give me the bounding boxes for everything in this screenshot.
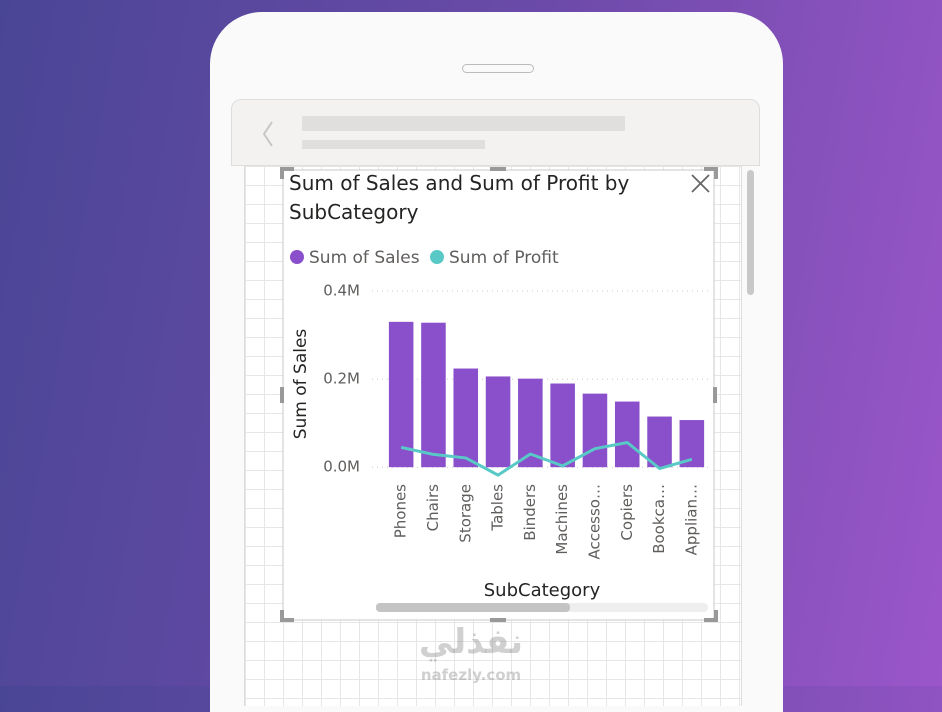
back-button[interactable] [256,114,286,154]
placeholder [302,116,625,131]
bar [453,368,479,468]
x-tick-label: Tables [489,484,507,532]
y-axis-title: Sum of Sales [291,329,311,440]
x-tick-label: Bookca… [650,484,668,554]
bar [388,321,414,468]
chart: Sum of Sales Sum of Profit Sum of Sales Sub… [280,167,718,622]
legend-label: Sum of Profit [449,248,559,268]
x-tick-label: Accesso… [585,484,603,560]
y-tick-label: 0.0M [323,458,360,476]
bar [421,322,446,468]
legend-marker [430,250,444,264]
x-tick-label: Copiers [618,484,636,541]
speaker [462,64,534,73]
bar [582,393,608,468]
x-tick-label: Chairs [424,484,442,532]
x-tick-label: Applian… [682,484,700,555]
resize-handles [280,167,718,622]
scrollbar[interactable] [747,170,754,295]
y-tick-label: 0.4M [323,282,360,300]
legend-label: Sum of Sales [309,248,420,268]
placeholder [302,140,485,149]
watermark: نفذلي [418,622,524,662]
x-axis-title: SubCategory [484,580,601,601]
x-tick-label: Binders [521,484,539,541]
h-scroll-thumb[interactable] [376,603,570,612]
chart-title: Sum of Sales and Sum of Profit by SubCat… [289,171,630,224]
y-tick-label: 0.2M [323,370,360,388]
line [400,441,693,477]
legend-marker [290,250,304,264]
bar [485,376,511,468]
bar [647,416,672,468]
x-tick-label: Phones [392,484,410,538]
close-button[interactable] [691,174,710,193]
bar [550,383,575,468]
bar [518,378,543,468]
x-tick-label: Machines [553,484,571,555]
watermark: nafezly.com [420,666,522,684]
x-tick-label: Storage [456,484,474,543]
report-header [231,99,760,166]
bar [614,401,640,468]
